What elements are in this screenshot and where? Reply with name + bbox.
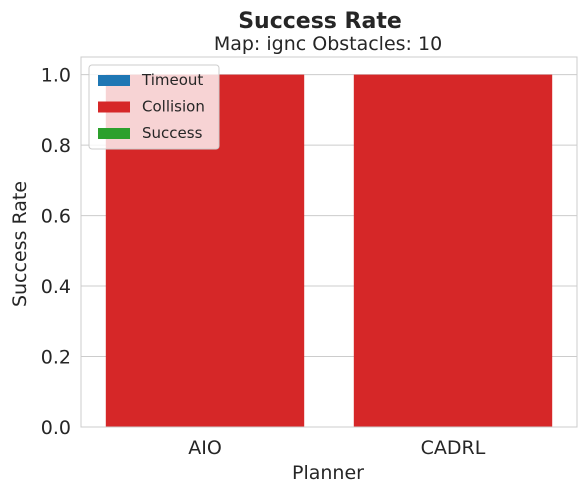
- chart-subtitle: Map: ignc Obstacles: 10: [214, 33, 442, 55]
- y-tick-label: 0.8: [41, 135, 71, 157]
- legend: Timeout Collision Success: [89, 65, 219, 149]
- y-tick-label: 0.6: [41, 206, 71, 228]
- chart-title: Success Rate: [238, 9, 402, 34]
- x-tick-label: AIO: [188, 437, 222, 459]
- y-tick-label: 0.4: [41, 276, 71, 298]
- y-tick-labels: 0.0 0.2 0.4 0.6 0.8 1.0: [41, 65, 71, 439]
- legend-label-success: Success: [142, 124, 203, 142]
- legend-swatch-timeout: [98, 75, 130, 86]
- x-tick-labels: AIO CADRL: [188, 437, 486, 459]
- bar-collision-cadrl: [354, 75, 552, 427]
- x-tick-label: CADRL: [421, 437, 486, 459]
- legend-swatch-success: [98, 128, 130, 139]
- y-tick-label: 0.0: [41, 417, 71, 439]
- legend-label-collision: Collision: [142, 98, 205, 116]
- legend-label-timeout: Timeout: [141, 71, 203, 89]
- y-tick-label: 0.2: [41, 347, 71, 369]
- y-tick-label: 1.0: [41, 65, 71, 87]
- y-axis-label: Success Rate: [9, 181, 31, 307]
- x-axis-label: Planner: [292, 462, 364, 484]
- legend-swatch-collision: [98, 102, 130, 113]
